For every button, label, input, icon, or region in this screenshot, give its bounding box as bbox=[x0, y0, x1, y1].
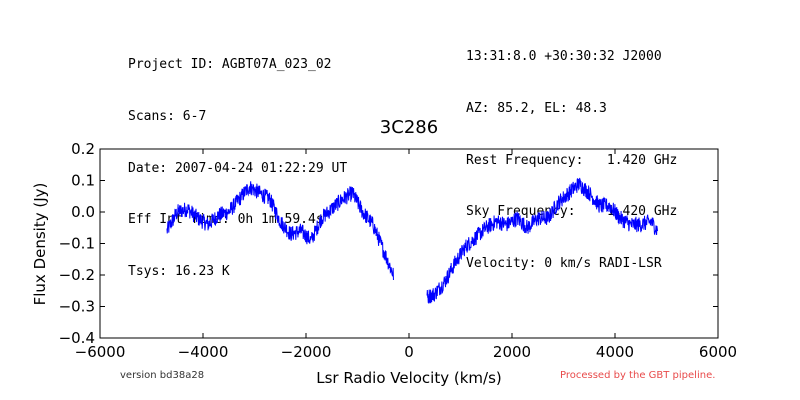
version-label: version bd38a28 bbox=[120, 370, 205, 381]
az-el-text: AZ: 85.2, EL: 48.3 bbox=[466, 101, 607, 116]
x-tick-label: 2000 bbox=[493, 343, 531, 361]
x-tick-label: 6000 bbox=[699, 343, 737, 361]
date-text: Date: 2007-04-24 01:22:29 UT bbox=[128, 160, 348, 176]
observation-info-left: Project ID: AGBT07A_023_02 Scans: 6-7 Da… bbox=[128, 22, 347, 297]
coordinates-text: 13:31:8.0 +30:30:32 J2000 bbox=[466, 49, 662, 65]
plot-frame bbox=[99, 148, 719, 339]
scans-text: Scans: 6-7 bbox=[128, 109, 207, 124]
y-tick-label: 0.2 bbox=[71, 140, 95, 158]
y-tick-label: −0.2 bbox=[59, 266, 95, 284]
x-tick-label: −6000 bbox=[75, 343, 126, 361]
spectrum-line-segment-1 bbox=[166, 181, 394, 281]
spectrum-line-segment-2 bbox=[426, 177, 659, 304]
rest-frequency-text: Rest Frequency: 1.420 GHz bbox=[466, 152, 678, 168]
project-id-text: Project ID: AGBT07A_023_02 bbox=[128, 57, 332, 73]
y-tick-label: 0.1 bbox=[71, 172, 95, 190]
y-tick-label: −0.3 bbox=[59, 298, 95, 316]
y-axis: 0.2 0.1 0.0 −0.1 −0.2 −0.3 −0.4 bbox=[59, 140, 718, 347]
x-tick-label: −4000 bbox=[178, 343, 229, 361]
y-tick-label: −0.1 bbox=[59, 235, 95, 253]
velocity-text: Velocity: 0 km/s RADI-LSR bbox=[466, 255, 662, 271]
x-tick-label: 0 bbox=[404, 343, 414, 361]
y-axis-label: Flux Density (Jy) bbox=[31, 183, 49, 306]
x-tick-label: −2000 bbox=[281, 343, 332, 361]
x-tick-label: 4000 bbox=[596, 343, 634, 361]
y-tick-label: −0.4 bbox=[59, 329, 95, 347]
spectrum-series-layer bbox=[166, 177, 659, 304]
chart-title: 3C286 bbox=[380, 117, 438, 138]
observation-info-right: 13:31:8.0 +30:30:32 J2000 AZ: 85.2, EL: … bbox=[466, 14, 677, 289]
y-tick-label: 0.0 bbox=[71, 203, 95, 221]
pipeline-credit: Processed by the GBT pipeline. bbox=[560, 370, 716, 381]
tsys-text: Tsys: 16.23 K bbox=[128, 263, 230, 279]
x-axis: −6000 −4000 −2000 0 2000 4000 6000 bbox=[75, 149, 737, 361]
sky-frequency-text: Sky Frequency: 1.420 GHz bbox=[466, 204, 678, 220]
x-axis-label: Lsr Radio Velocity (km/s) bbox=[316, 369, 502, 387]
